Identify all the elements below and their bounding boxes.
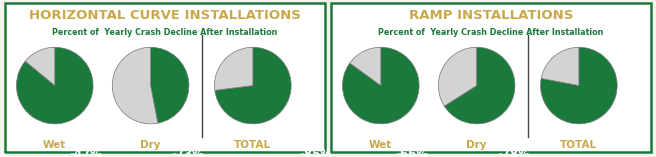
Text: -85%: -85% (299, 148, 332, 157)
Wedge shape (342, 47, 419, 124)
Wedge shape (444, 47, 515, 124)
Text: Dry: Dry (466, 140, 487, 150)
Wedge shape (16, 47, 93, 124)
Wedge shape (151, 47, 189, 123)
Text: Dry: Dry (140, 140, 161, 150)
Text: -86%: -86% (0, 148, 6, 157)
Text: Wet: Wet (369, 140, 392, 150)
Text: HORIZONTAL CURVE INSTALLATIONS: HORIZONTAL CURVE INSTALLATIONS (29, 9, 301, 22)
Wedge shape (215, 47, 291, 124)
Wedge shape (350, 47, 380, 86)
Wedge shape (541, 47, 617, 124)
Wedge shape (25, 47, 54, 86)
Wedge shape (112, 47, 158, 124)
Text: -66%: -66% (395, 148, 428, 157)
Wedge shape (215, 47, 253, 90)
Text: Percent of  Yearly Crash Decline After Installation: Percent of Yearly Crash Decline After In… (52, 28, 277, 37)
Text: -73%: -73% (171, 148, 204, 157)
Text: -47%: -47% (69, 148, 102, 157)
Text: Percent of  Yearly Crash Decline After Installation: Percent of Yearly Crash Decline After In… (379, 28, 604, 37)
Text: TOTAL: TOTAL (560, 140, 598, 150)
Wedge shape (541, 47, 579, 86)
Wedge shape (438, 47, 477, 106)
Text: TOTAL: TOTAL (234, 140, 272, 150)
Text: RAMP INSTALLATIONS: RAMP INSTALLATIONS (409, 9, 573, 22)
Text: Wet: Wet (43, 140, 66, 150)
Text: -78%: -78% (497, 148, 530, 157)
